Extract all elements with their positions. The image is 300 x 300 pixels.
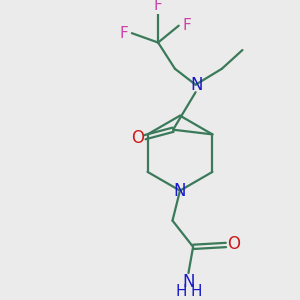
Text: H: H	[175, 284, 187, 299]
Text: F: F	[154, 0, 163, 14]
Text: O: O	[227, 235, 240, 253]
Text: N: N	[182, 274, 195, 292]
Text: H: H	[190, 284, 202, 299]
Text: F: F	[119, 26, 128, 41]
Text: N: N	[190, 76, 203, 94]
Text: N: N	[174, 182, 186, 200]
Text: O: O	[131, 129, 144, 147]
Text: F: F	[183, 18, 191, 33]
